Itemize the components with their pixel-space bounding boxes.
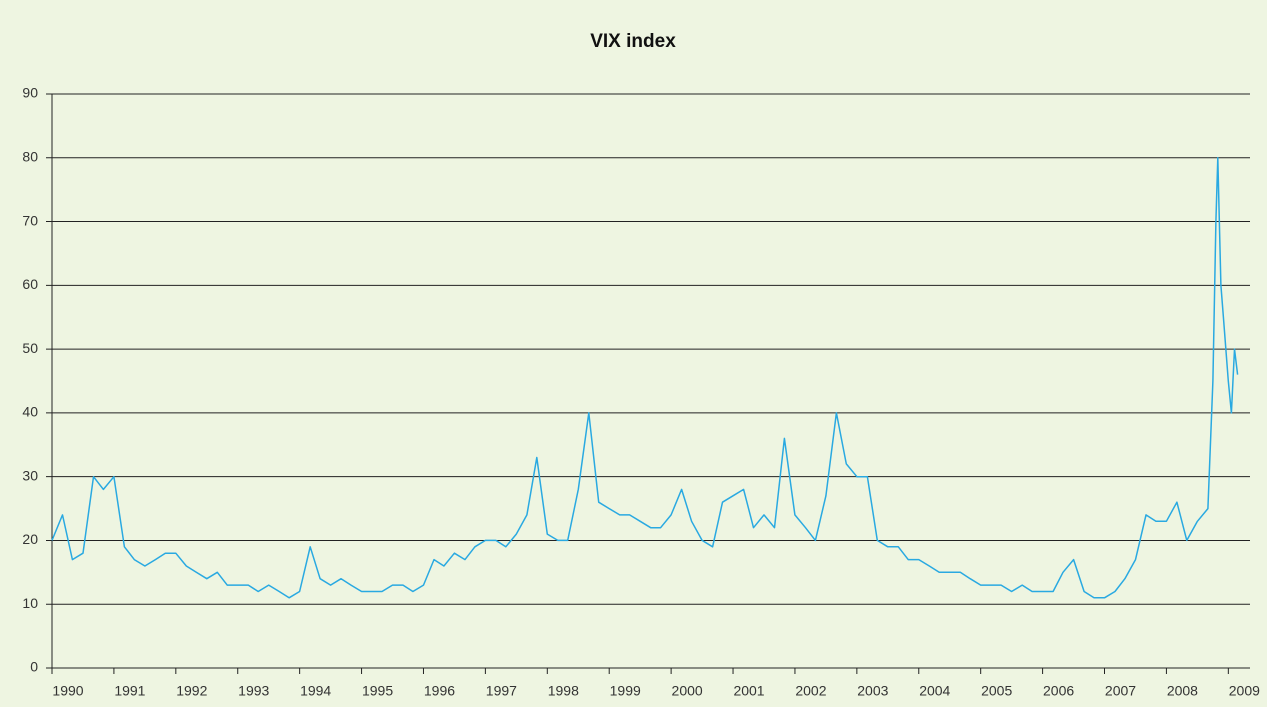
y-tick-label: 0	[30, 659, 38, 675]
x-tick-label: 2003	[857, 683, 888, 699]
x-tick-label: 1999	[610, 683, 641, 699]
x-tick-label: 2002	[795, 683, 826, 699]
y-tick-label: 80	[22, 148, 38, 164]
x-tick-label: 1998	[548, 683, 579, 699]
y-tick-label: 10	[22, 595, 38, 611]
x-tick-label: 1991	[114, 683, 145, 699]
x-tick-label: 2001	[733, 683, 764, 699]
y-tick-label: 70	[22, 212, 38, 228]
y-tick-label: 40	[22, 404, 38, 420]
x-tick-label: 2009	[1229, 683, 1260, 699]
x-tick-label: 1997	[486, 683, 517, 699]
x-tick-label: 2008	[1167, 683, 1198, 699]
x-tick-label: 1996	[424, 683, 455, 699]
x-tick-label: 2005	[981, 683, 1012, 699]
x-tick-label: 1995	[362, 683, 393, 699]
x-tick-label: 2004	[919, 683, 950, 699]
x-tick-label: 1992	[176, 683, 207, 699]
y-tick-label: 30	[22, 467, 38, 483]
chart-title: VIX index	[590, 31, 676, 52]
x-tick-label: 1994	[300, 683, 331, 699]
y-tick-label: 20	[22, 531, 38, 547]
y-tick-label: 50	[22, 340, 38, 356]
x-tick-label: 2006	[1043, 683, 1074, 699]
x-tick-label: 1993	[238, 683, 269, 699]
x-tick-label: 2000	[672, 683, 703, 699]
y-tick-label: 60	[22, 276, 38, 292]
y-tick-label: 90	[22, 85, 38, 101]
vix-line	[51, 157, 1239, 599]
x-tick-label: 2007	[1105, 683, 1136, 699]
x-tick-label: 1990	[52, 683, 83, 699]
